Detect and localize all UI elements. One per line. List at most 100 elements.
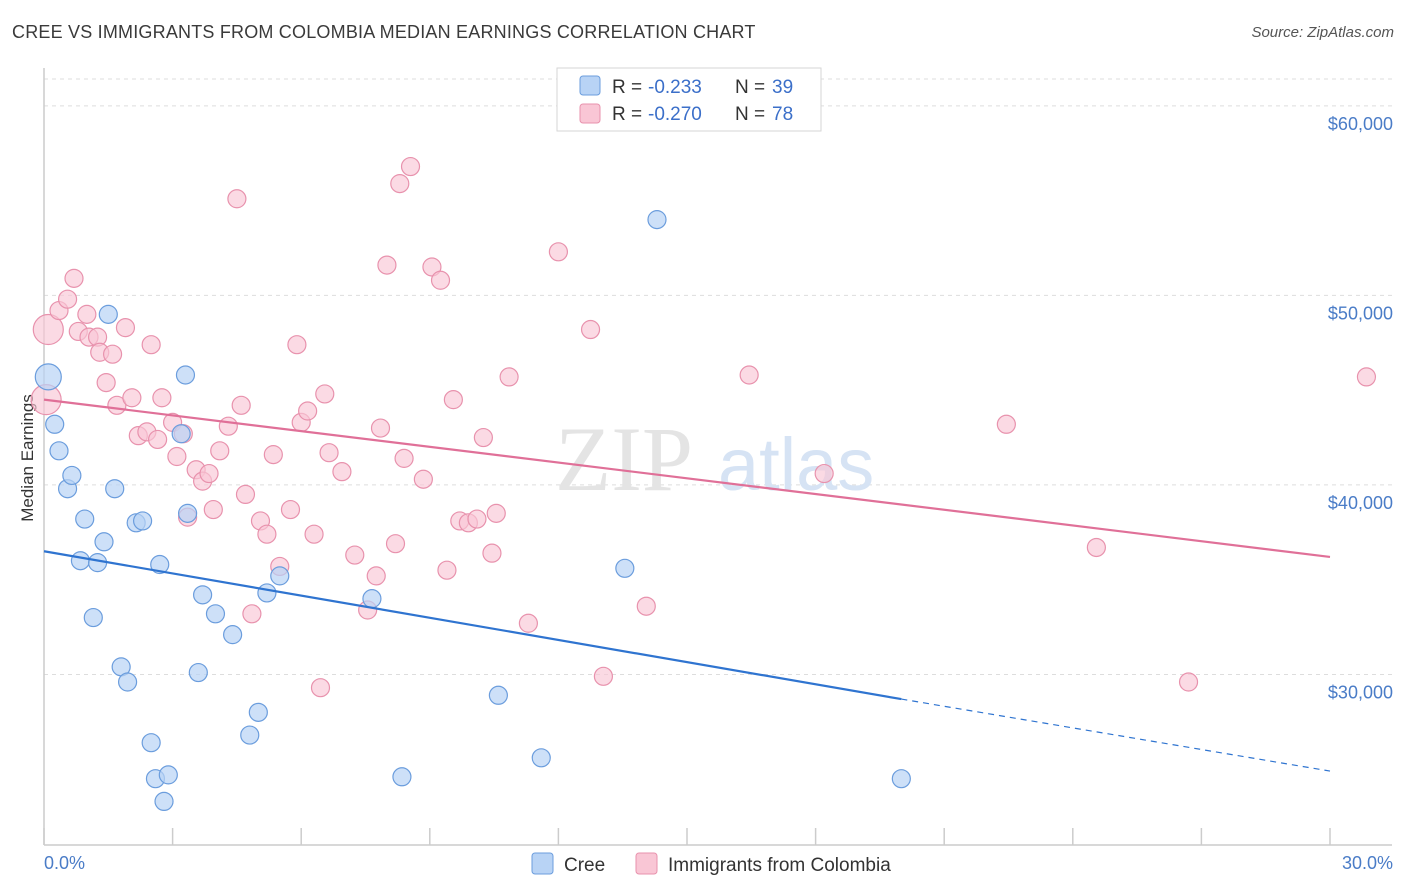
cree-point [117,672,138,692]
x-tick-label-max: 30.0% [1342,853,1393,873]
cree-point [891,769,911,789]
x-ticks [43,828,1331,845]
cree-point [141,733,161,753]
y-axis-label: Median Earnings [18,394,37,522]
y-tick-label: $60,000 [1328,114,1393,134]
watermark-zip: ZIP [555,408,693,510]
colombia-point [141,335,161,355]
cree-trend-line-extension [901,698,1331,772]
cree-point [132,511,153,531]
legend-swatch-colombia [579,103,601,124]
colombia-point [413,469,433,489]
colombia-point [235,484,256,505]
y-tick-label: $50,000 [1328,303,1393,323]
colombia-point [390,174,410,194]
colombia-point [430,270,451,290]
cree-point [171,424,191,444]
cree-point [205,604,226,624]
colombia-point [263,445,283,465]
chart-title: CREE VS IMMIGRANTS FROM COLOMBIA MEDIAN … [12,22,756,42]
colombia-point [1086,537,1106,558]
legend-r-value-cree: -0.233 [648,77,702,98]
colombia-point [147,429,168,450]
colombia-point [1178,672,1199,692]
cree-point [158,765,178,785]
colombia-point [315,384,335,404]
colombia-point [287,335,307,355]
chart-source: Source: ZipAtlas.com [1251,24,1394,41]
colombia-point [242,604,262,624]
colombia-point [115,318,136,338]
colombia-point [310,678,331,698]
legend-n-label-colombia: N = [735,104,765,125]
cree-point [647,210,667,230]
bottom-legend-label-cree: Cree [564,855,605,876]
cree-point [240,725,260,745]
legend: R = -0.233 N = 39 R = -0.270 N = 78 [556,67,822,132]
colombia-point [218,416,238,436]
colombia-point [486,503,506,523]
colombia-point [443,390,463,410]
cree-point [150,554,170,575]
colombia-point [482,543,502,563]
colombia-point [518,613,538,633]
colombia-point [152,388,172,408]
legend-swatch-cree [579,75,601,96]
colombia-point [996,414,1016,434]
colombia-point [345,545,365,565]
y-tick-label: $40,000 [1328,493,1393,513]
x-tick-label-min: 0.0% [44,853,85,873]
colombia-point [122,388,142,408]
colombia-point [199,463,219,484]
cree-point [98,304,118,324]
colombia-point [203,499,223,520]
colombia-point [377,255,397,275]
cree-point [94,532,114,552]
legend-n-value-colombia: 78 [772,104,793,125]
colombia-point [385,534,406,554]
colombia-point [77,304,97,324]
cree-point [62,465,82,486]
cree-point [105,479,125,499]
cree-point [193,585,213,605]
cree-point [49,441,69,461]
colombia-point [370,418,391,438]
legend-r-label-cree: R = [612,77,642,98]
colombia-point [102,344,123,364]
cree-point [488,685,508,705]
cree-point [70,551,91,571]
cree-point [257,583,277,603]
cree-point [362,589,382,609]
cree-point [188,662,208,683]
colombia-point [57,289,78,309]
legend-n-label-cree: N = [735,77,765,98]
cree-point [223,625,243,645]
cree-point [531,748,551,768]
colombia-point [1356,367,1377,387]
axes [43,68,1392,846]
colombia-point [739,365,759,385]
y-tick-labels: $30,000 $40,000 $50,000 $60,000 [1328,114,1393,703]
legend-n-value-cree: 39 [772,77,793,98]
colombia-point [298,401,318,421]
colombia-point [467,509,487,529]
colombia-point [304,524,324,544]
bottom-legend-label-colombia: Immigrants from Colombia [668,855,891,876]
colombia-point [332,462,352,482]
cree-point [178,503,198,523]
colombia-point [64,268,84,288]
legend-box [556,67,822,132]
bottom-legend-swatch-cree [531,852,554,875]
colombia-point [636,596,656,616]
cree-trend-line [43,550,902,701]
cree-point [75,509,95,529]
colombia-point [96,372,116,393]
cree-point [392,767,412,787]
cree-point [270,566,290,586]
cree-point [248,702,268,722]
cree-point [175,365,196,385]
colombia-point [400,156,421,177]
bottom-legend-swatch-colombia [635,852,658,875]
colombia-point [499,367,519,387]
colombia-point [580,319,601,340]
